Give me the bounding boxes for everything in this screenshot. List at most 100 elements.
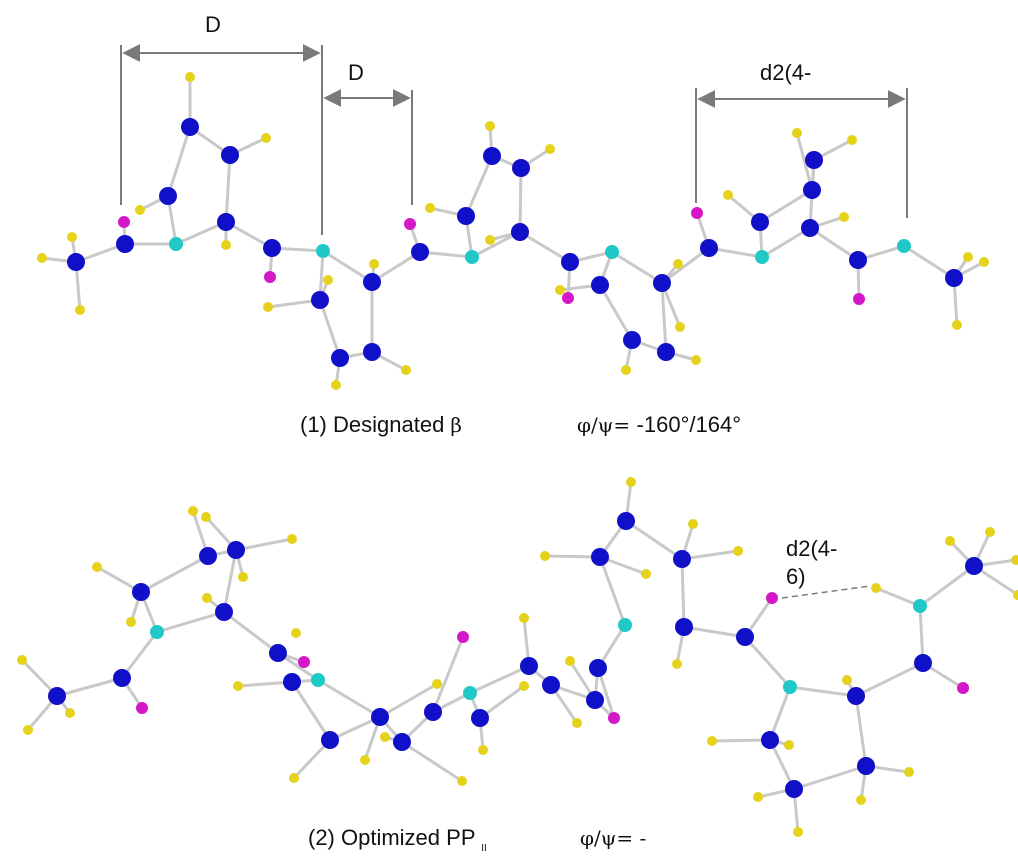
hydrogen-atom <box>945 536 955 546</box>
nitrogen-atom <box>605 245 619 259</box>
hydrogen-atom <box>17 655 27 665</box>
bond <box>400 740 464 783</box>
carbon-atom <box>591 276 609 294</box>
bond <box>328 715 382 742</box>
hydrogen-atom <box>485 235 495 245</box>
carbon-atom <box>269 644 287 662</box>
nitrogen-atom <box>311 673 325 687</box>
hydrogen-atom <box>519 681 529 691</box>
bottom-caption-angles-label: φ/ψ= - <box>580 826 646 850</box>
hydrogen-atom <box>723 190 733 200</box>
bond <box>680 549 740 561</box>
carbon-atom <box>116 235 134 253</box>
hydrogen-atom <box>221 240 231 250</box>
carbon-atom <box>914 654 932 672</box>
carbon-atom <box>471 709 489 727</box>
hydrogen-atom <box>856 795 866 805</box>
bond <box>543 554 602 559</box>
hydrogen-atom <box>287 534 297 544</box>
carbon-atom <box>801 219 819 237</box>
hydrogen-atom <box>733 546 743 556</box>
top-dimension-d-left: D <box>120 12 323 235</box>
bond <box>902 244 956 280</box>
carbon-atom <box>761 731 779 749</box>
carbon-atom <box>803 181 821 199</box>
bottom-caption: (2) Optimized PP II <box>308 825 487 854</box>
nitrogen-atom <box>169 237 183 251</box>
bottom-dimension-d2: d2(4- 6) <box>781 536 871 599</box>
carbon-atom <box>67 253 85 271</box>
carbon-atom <box>965 557 983 575</box>
hydrogen-atom <box>360 755 370 765</box>
hydrogen-atom <box>238 572 248 582</box>
hydrogen-atom <box>688 519 698 529</box>
hydrogen-atom <box>65 708 75 718</box>
oxygen-atom <box>457 631 469 643</box>
bond <box>760 226 812 259</box>
bond <box>174 220 228 246</box>
hydrogen-atom <box>753 792 763 802</box>
hydrogen-atom <box>565 656 575 666</box>
hydrogen-atom <box>432 679 442 689</box>
hydrogen-atom <box>233 681 243 691</box>
bond <box>139 554 210 594</box>
hydrogen-atom <box>673 259 683 269</box>
hydrogen-atom <box>626 477 636 487</box>
hydrogen-atom <box>784 740 794 750</box>
carbon-atom <box>199 547 217 565</box>
bond <box>792 764 868 791</box>
carbon-atom <box>849 251 867 269</box>
carbon-atom <box>311 291 329 309</box>
bond <box>854 694 868 768</box>
bond <box>321 249 374 284</box>
hydrogen-atom <box>202 593 212 603</box>
carbon-atom <box>424 703 442 721</box>
hydrogen-atom <box>457 776 467 786</box>
bottom-caption-subscript: II <box>481 843 487 854</box>
oxygen-atom <box>766 592 778 604</box>
carbon-atom <box>751 213 769 231</box>
hydrogen-atom <box>485 121 495 131</box>
bond <box>55 676 124 698</box>
carbon-atom <box>371 708 389 726</box>
carbon-atom <box>483 147 501 165</box>
bond <box>710 738 772 743</box>
bond <box>478 684 526 720</box>
carbon-atom <box>617 512 635 530</box>
nitrogen-atom <box>316 244 330 258</box>
hydrogen-atom <box>621 365 631 375</box>
carbon-atom <box>512 159 530 177</box>
carbon-atom <box>589 659 607 677</box>
top-dimension-d-mid: D <box>323 60 413 205</box>
oxygen-atom <box>691 207 703 219</box>
bottom-bonds <box>20 480 1018 834</box>
carbon-atom <box>945 269 963 287</box>
bond <box>918 564 976 608</box>
carbon-atom <box>520 657 538 675</box>
oxygen-atom <box>957 682 969 694</box>
hydrogen-atom <box>672 659 682 669</box>
bond <box>918 604 925 665</box>
hydrogen-atom <box>641 569 651 579</box>
carbon-atom <box>217 213 235 231</box>
bond <box>682 625 747 639</box>
nitrogen-atom <box>463 686 477 700</box>
hydrogen-atom <box>331 380 341 390</box>
carbon-atom <box>363 273 381 291</box>
bond <box>874 586 922 608</box>
oxygen-atom <box>136 702 148 714</box>
carbon-atom <box>675 618 693 636</box>
carbon-atom <box>221 146 239 164</box>
hydrogen-atom <box>401 365 411 375</box>
hydrogen-atom <box>545 144 555 154</box>
bond <box>470 230 522 259</box>
bond <box>155 610 226 634</box>
top-atoms <box>37 72 989 390</box>
hydrogen-atom <box>979 257 989 267</box>
carbon-atom <box>785 780 803 798</box>
carbon-atom <box>283 673 301 691</box>
top-dimension-d-mid-label: D <box>348 60 364 85</box>
carbon-atom <box>363 343 381 361</box>
bottom-caption-angles: φ/ψ= - <box>580 826 646 850</box>
bottom-molecule <box>17 477 1018 837</box>
